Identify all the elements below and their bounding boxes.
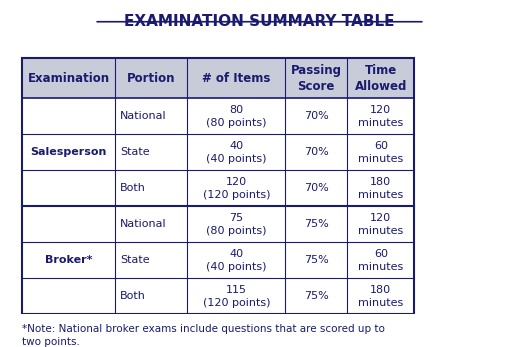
Text: Passing
Score: Passing Score <box>291 64 342 93</box>
Text: Broker*: Broker* <box>45 255 92 265</box>
Text: 75
(80 points): 75 (80 points) <box>206 213 267 236</box>
Text: 120
minutes: 120 minutes <box>358 105 403 128</box>
Text: 80
(80 points): 80 (80 points) <box>206 105 267 128</box>
Text: National: National <box>120 111 167 121</box>
Text: State: State <box>120 147 150 158</box>
Text: 40
(40 points): 40 (40 points) <box>206 249 267 272</box>
Text: 70%: 70% <box>304 147 329 158</box>
Text: Both: Both <box>120 291 146 302</box>
Text: EXAMINATION SUMMARY TABLE: EXAMINATION SUMMARY TABLE <box>124 14 395 29</box>
Text: Portion: Portion <box>127 71 175 85</box>
Text: National: National <box>120 219 167 229</box>
Text: 120
(120 points): 120 (120 points) <box>202 177 270 200</box>
Text: 180
minutes: 180 minutes <box>358 285 403 307</box>
Text: State: State <box>120 255 150 265</box>
Text: 115
(120 points): 115 (120 points) <box>202 285 270 307</box>
Text: *Note: National broker exams include questions that are scored up to
two points.: *Note: National broker exams include que… <box>22 324 385 347</box>
Text: Examination: Examination <box>28 71 110 85</box>
Text: 75%: 75% <box>304 291 329 302</box>
Text: 60
minutes: 60 minutes <box>358 249 403 272</box>
Text: 120
minutes: 120 minutes <box>358 213 403 236</box>
Text: 70%: 70% <box>304 111 329 121</box>
Text: 180
minutes: 180 minutes <box>358 177 403 200</box>
Text: Both: Both <box>120 184 146 193</box>
Text: Time
Allowed: Time Allowed <box>354 64 407 93</box>
Text: # of Items: # of Items <box>202 71 270 85</box>
Text: 75%: 75% <box>304 219 329 229</box>
Text: 75%: 75% <box>304 255 329 265</box>
Text: 70%: 70% <box>304 184 329 193</box>
Text: Salesperson: Salesperson <box>30 147 107 158</box>
Text: 60
minutes: 60 minutes <box>358 141 403 164</box>
Text: 40
(40 points): 40 (40 points) <box>206 141 267 164</box>
